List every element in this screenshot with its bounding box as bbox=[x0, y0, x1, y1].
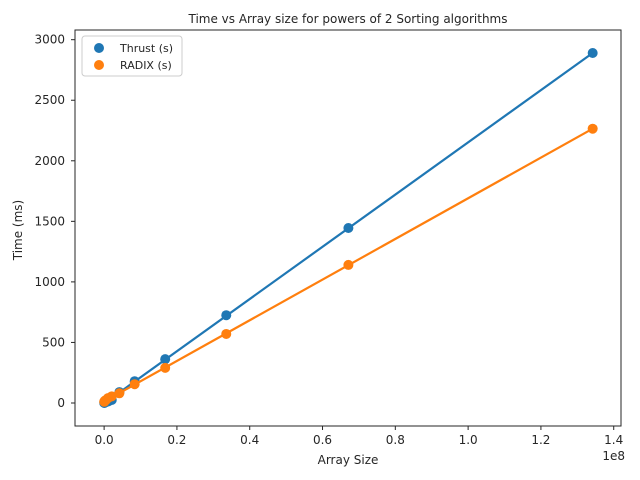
data-point bbox=[343, 223, 354, 233]
y-tick-label: 1000 bbox=[34, 275, 65, 289]
x-tick-label: 0.4 bbox=[240, 433, 259, 447]
data-point bbox=[343, 259, 354, 270]
data-point bbox=[587, 123, 598, 134]
data-point bbox=[587, 48, 598, 59]
plot-area bbox=[99, 48, 598, 408]
y-tick-label: 0 bbox=[57, 396, 65, 410]
x-tick-label: 0.8 bbox=[386, 433, 405, 447]
y-axis-label: Time (ms) bbox=[11, 200, 25, 262]
y-tick-label: 2000 bbox=[34, 154, 65, 168]
data-point bbox=[221, 310, 232, 321]
x-tick-label: 0.0 bbox=[95, 433, 114, 447]
legend-marker bbox=[94, 43, 104, 53]
x-axis-label: Array Size bbox=[318, 453, 379, 467]
x-axis-offset-text: 1e8 bbox=[602, 449, 625, 463]
data-point bbox=[106, 391, 117, 402]
data-point bbox=[114, 388, 125, 399]
x-tick-label: 1.2 bbox=[531, 433, 550, 447]
legend-label: RADIX (s) bbox=[120, 59, 172, 72]
y-axis-ticks: 0 500 1000 1500 2000 2500 3000 bbox=[34, 33, 75, 410]
data-point bbox=[221, 328, 232, 339]
legend-box bbox=[81, 35, 183, 77]
y-tick-label: 500 bbox=[42, 335, 65, 349]
y-tick-label: 1500 bbox=[34, 214, 65, 228]
data-point bbox=[160, 362, 171, 373]
x-tick-label: 0.2 bbox=[167, 433, 186, 447]
x-tick-label: 1.0 bbox=[459, 433, 478, 447]
data-point bbox=[160, 354, 171, 365]
legend-label: Thrust (s) bbox=[119, 42, 173, 55]
x-tick-label: 0.6 bbox=[313, 433, 332, 447]
chart-title: Time vs Array size for powers of 2 Sorti… bbox=[187, 12, 507, 26]
series-group bbox=[99, 123, 598, 407]
legend: Thrust (s) RADIX (s) bbox=[81, 35, 183, 77]
legend-marker bbox=[94, 60, 104, 70]
data-point bbox=[129, 379, 140, 390]
plot-frame bbox=[74, 29, 622, 427]
y-tick-label: 3000 bbox=[34, 33, 65, 47]
y-tick-label: 2500 bbox=[34, 93, 65, 107]
x-tick-label: 1.4 bbox=[604, 433, 623, 447]
x-axis-ticks: 0.0 0.2 0.4 0.6 0.8 1.0 1.2 1.4 bbox=[95, 426, 623, 447]
